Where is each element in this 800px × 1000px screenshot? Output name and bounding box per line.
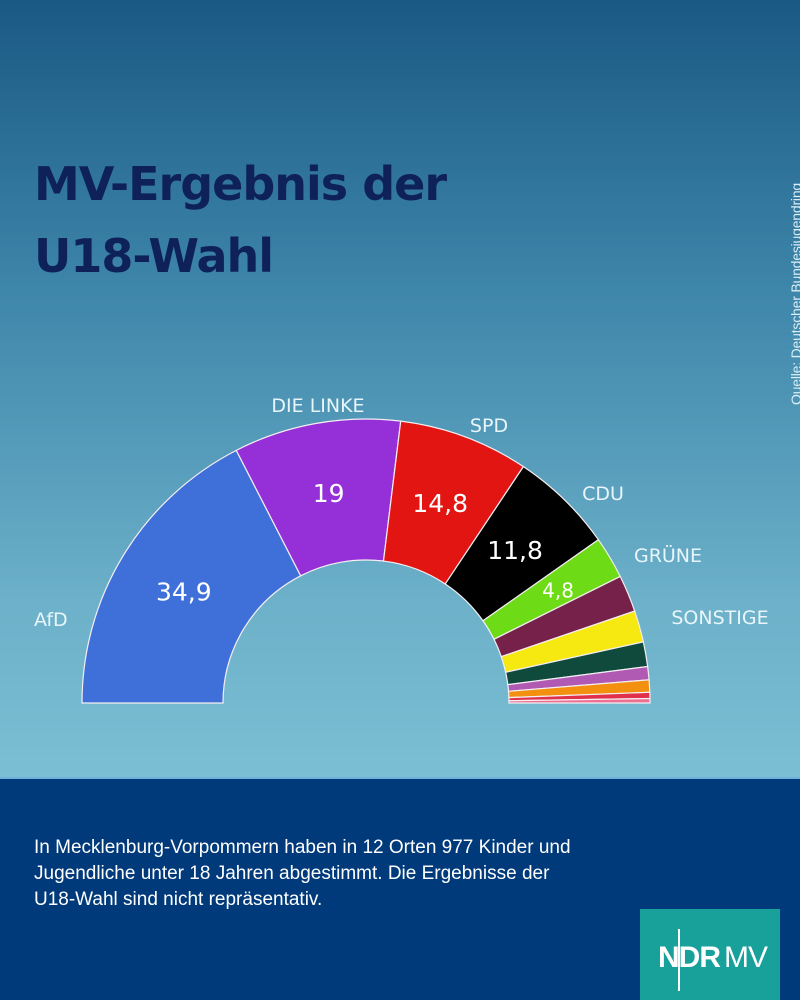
value-label: 11,8 bbox=[487, 536, 543, 565]
party-label: AfD bbox=[34, 609, 68, 631]
party-label: DIE LINKE bbox=[271, 395, 364, 417]
half-donut-chart: 34,9 AfD 19 DIE LINKE 14,8 SPD 11,8 CDU 4,8 GRÜNE… bbox=[34, 395, 769, 704]
party-label: SPD bbox=[470, 415, 508, 437]
chart-slices bbox=[81, 418, 651, 704]
footer-text: In Mecklenburg-Vorpommern haben in 12 Or… bbox=[34, 837, 571, 910]
value-label: 14,8 bbox=[412, 489, 468, 518]
logo-text: NDR MV bbox=[658, 941, 768, 975]
value-label: 4,8 bbox=[542, 579, 574, 603]
logo-ndr: NDR bbox=[658, 941, 721, 974]
logo-bar-icon bbox=[678, 929, 680, 991]
party-label: CDU bbox=[582, 483, 624, 505]
party-label-sonstige: SONSTIGE bbox=[671, 607, 768, 629]
chart-labels: 34,9 AfD 19 DIE LINKE 14,8 SPD 11,8 CDU 4,8 GRÜNE… bbox=[34, 395, 769, 631]
value-label: 34,9 bbox=[156, 578, 212, 607]
logo-mv: MV bbox=[724, 941, 768, 974]
value-label: 19 bbox=[313, 479, 345, 508]
footer: In Mecklenburg-Vorpommern haben in 12 Or… bbox=[0, 777, 800, 1000]
page-title: MV-Ergebnis der U18-Wahl bbox=[34, 157, 447, 283]
ndr-mv-logo: NDR MV bbox=[640, 909, 780, 1000]
slice-afd bbox=[81, 449, 302, 704]
party-label: GRÜNE bbox=[634, 544, 702, 567]
slice-sonstige-7 bbox=[508, 697, 651, 704]
